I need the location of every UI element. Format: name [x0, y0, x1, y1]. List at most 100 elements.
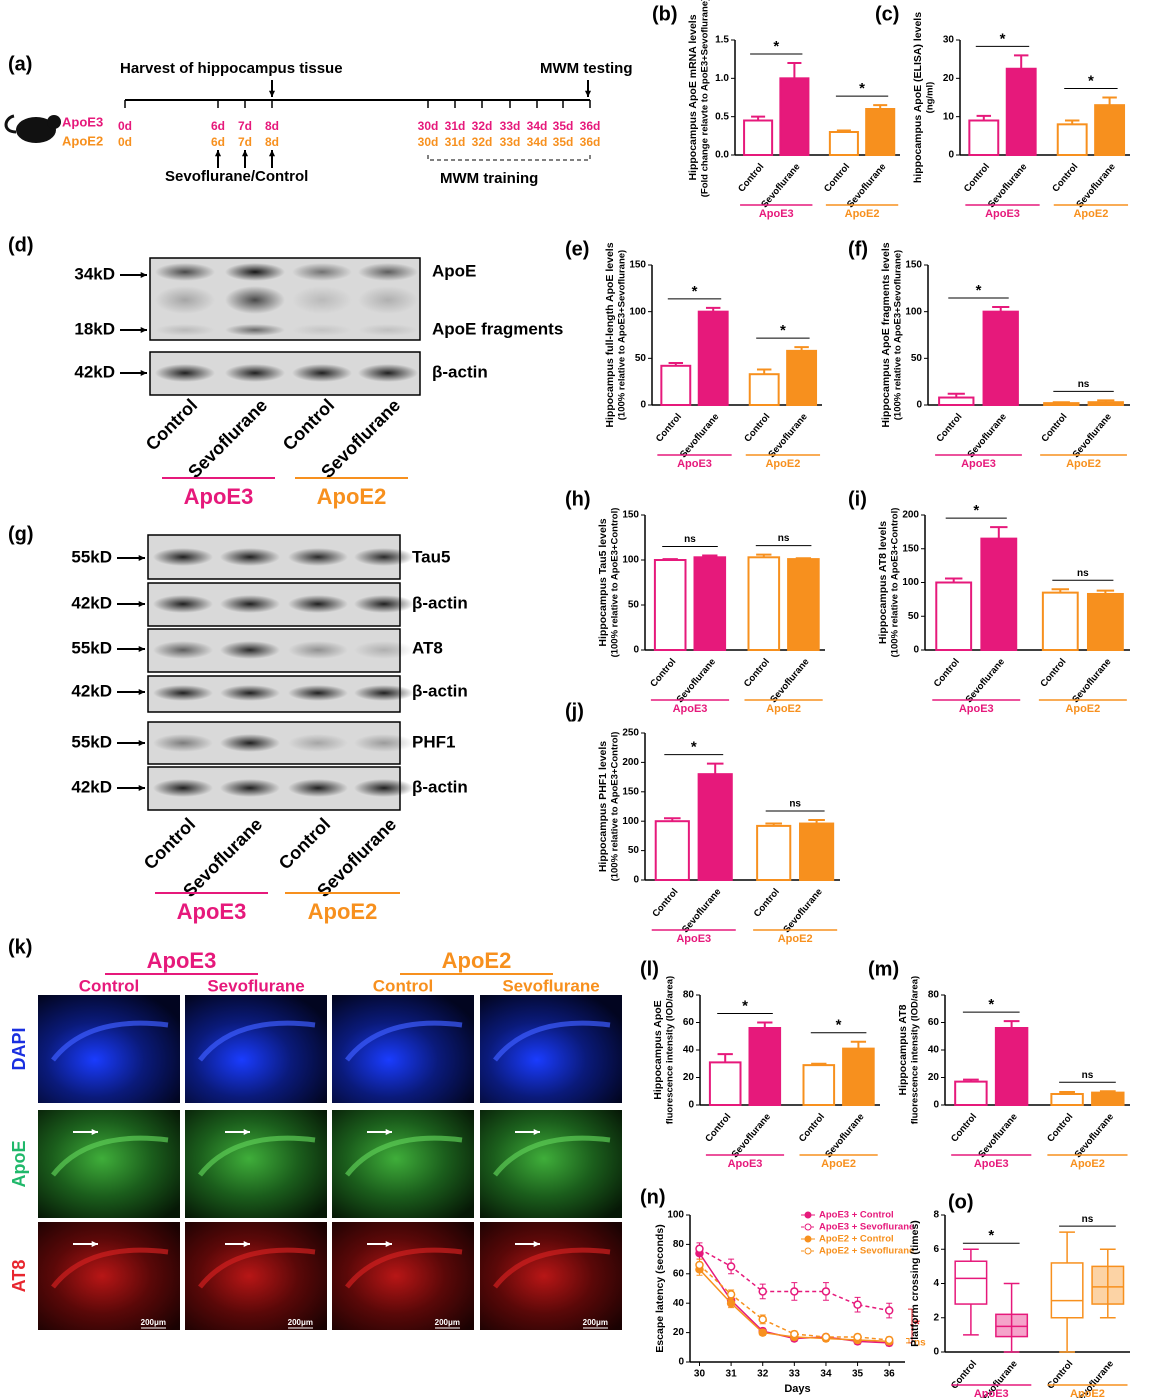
blot-band — [288, 641, 348, 659]
error-bar — [717, 1053, 733, 1063]
y-tick-label: 0 — [640, 400, 646, 411]
tissue-layer — [198, 1247, 316, 1289]
day-label: 8d — [265, 135, 279, 149]
x-tick-label: Sevoflurane — [1074, 161, 1117, 210]
bar — [1087, 401, 1124, 407]
significance-label: * — [773, 38, 779, 55]
bar — [756, 824, 792, 881]
y-axis-label: Hippocampus full-length ApoE levels — [604, 242, 616, 427]
bar — [968, 119, 1000, 156]
panel-label: (g) — [8, 523, 34, 545]
day-label: 0d — [118, 119, 132, 133]
bar — [660, 364, 692, 406]
y-axis-label: fluorescence intensity (IOD/area) — [665, 976, 676, 1124]
group-label: ApoE2 — [1073, 208, 1108, 220]
y-axis-label: Hippocampus ApoE mRNA levels — [687, 14, 699, 180]
arrow-head — [243, 1128, 250, 1136]
group-label: ApoE2 — [821, 1158, 856, 1170]
column-label: Sevoflurane — [502, 976, 599, 995]
x-tick-label: Sevoflurane — [781, 886, 824, 935]
tissue-layer — [493, 1135, 611, 1177]
legend-marker — [804, 1223, 812, 1231]
y-tick-label: 0 — [948, 150, 954, 161]
group-label: ApoE2 — [778, 933, 813, 945]
blot-band — [155, 263, 215, 281]
significance-label: * — [988, 996, 994, 1013]
error-bar — [1096, 589, 1115, 594]
legend-label: ApoE2 + Control — [819, 1234, 894, 1245]
error-bar — [787, 62, 802, 79]
x-tick-label: Control — [1045, 1111, 1075, 1144]
x-tick-label: Control — [742, 411, 772, 444]
day-label: 33d — [500, 135, 521, 149]
y-tick-label: 30 — [943, 35, 955, 46]
marker-label: 55kD — [71, 547, 112, 566]
marker-label: 42kD — [71, 593, 112, 612]
band-label: ApoE — [432, 261, 476, 280]
y-tick-label: 2 — [933, 1312, 939, 1323]
x-tick-label: 32 — [757, 1369, 769, 1380]
bar — [954, 1080, 988, 1106]
y-tick-label: 0 — [933, 1100, 939, 1111]
y-axis-label: Hippocampus ApoE — [652, 1000, 664, 1099]
blot-band — [288, 595, 348, 613]
panel-label: (d) — [8, 234, 34, 256]
marker-label: 42kD — [71, 777, 112, 796]
x-tick-label: Control — [932, 656, 962, 689]
error-bar — [1099, 1090, 1116, 1093]
significance-label: ns — [1082, 1214, 1094, 1225]
y-tick-label: 150 — [629, 260, 646, 271]
significance-label: ns — [789, 799, 801, 810]
error-bar — [850, 1040, 867, 1049]
legend-marker — [804, 1235, 812, 1243]
day-label: 6d — [211, 119, 225, 133]
y-tick-label: 100 — [629, 306, 646, 317]
band-label: β-actin — [432, 362, 488, 381]
x-axis-label: Days — [784, 1383, 810, 1395]
significance-label: * — [988, 1227, 994, 1244]
day-label: 36d — [580, 119, 601, 133]
arrow-head — [138, 554, 145, 562]
band-label: AT8 — [412, 638, 443, 657]
error-bar — [706, 762, 724, 775]
day-label: 35d — [553, 119, 574, 133]
x-tick-label: Control — [654, 411, 684, 444]
y-tick-label: 80 — [673, 1239, 685, 1250]
blot-band — [354, 734, 414, 752]
bar — [653, 559, 687, 651]
x-tick-label: 31 — [726, 1369, 738, 1380]
day-label: 8d — [265, 119, 279, 133]
blot-band — [153, 641, 213, 659]
y-axis-label: Hippocampus AT8 — [897, 1004, 909, 1095]
tissue-layer — [493, 1020, 611, 1062]
blot-band — [225, 286, 285, 314]
group-label: ApoE2 — [1070, 1158, 1105, 1170]
x-tick-label: Sevoflurane — [675, 656, 718, 705]
arrow-head — [138, 688, 145, 696]
error-bar — [765, 822, 782, 826]
bar — [938, 396, 975, 406]
arrow-head — [91, 1240, 98, 1248]
y-tick-label: 0 — [633, 875, 639, 886]
arrow-head — [140, 271, 147, 279]
blot-band — [155, 286, 215, 314]
scale-bar-label: 200μm — [583, 1318, 608, 1327]
legend-marker — [804, 1247, 812, 1255]
y-tick-label: 200 — [622, 757, 639, 768]
y-tick-label: 100 — [622, 555, 639, 566]
error-bar — [757, 1021, 773, 1028]
arrow-head — [138, 645, 145, 653]
column-label: Control — [373, 976, 433, 995]
day-label: 7d — [238, 135, 252, 149]
group-label: ApoE2 — [308, 899, 378, 924]
y-tick-label: 100 — [905, 306, 922, 317]
tissue-layer — [493, 1247, 611, 1289]
y-axis-label: Platform crossing (times) — [909, 1220, 921, 1347]
panel-label: (c) — [875, 3, 899, 25]
bracket — [427, 155, 591, 161]
y-axis-label: hippocampus ApoE (ELISA) levels — [912, 12, 924, 183]
blot-band — [288, 779, 348, 797]
y-axis-label: Hippocampus Tau5 levels — [597, 518, 609, 646]
legend-marker — [804, 1211, 812, 1219]
tissue-layer — [51, 1247, 169, 1289]
